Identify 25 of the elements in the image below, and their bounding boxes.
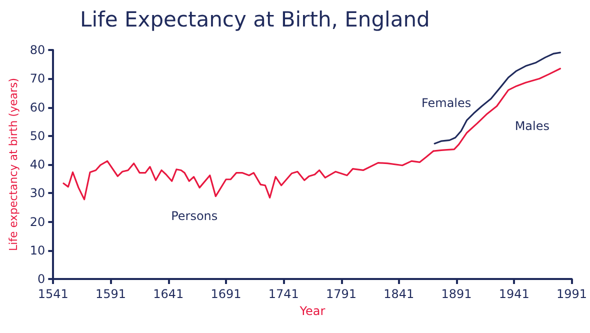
- x-tick-label: 1991: [556, 287, 588, 301]
- x-tick-label: 1741: [268, 287, 299, 301]
- x-tick-label: 1541: [38, 287, 68, 301]
- x-tick-label: 1941: [498, 287, 530, 301]
- series-label: Males: [514, 119, 550, 134]
- y-tick-label: 0: [38, 272, 46, 286]
- x-tick-label: 1841: [384, 287, 414, 301]
- series-label: Persons: [171, 209, 218, 224]
- x-tick-label: 1791: [326, 287, 357, 301]
- y-tick-label: 10: [30, 243, 46, 258]
- x-tick-label: 1591: [96, 287, 126, 301]
- y-tick-label: 80: [30, 43, 46, 57]
- y-tick-label: 20: [30, 214, 46, 229]
- y-tick-label: 60: [30, 100, 46, 114]
- y-tick-label: 50: [30, 128, 46, 143]
- x-tick-label: 1691: [210, 287, 242, 301]
- y-tick-label: 70: [30, 72, 46, 86]
- y-axis-title: Life expectancy at birth (years): [7, 78, 20, 252]
- x-tick-label: 1641: [153, 287, 184, 301]
- series-label: Females: [422, 96, 472, 110]
- x-tick-label: 1891: [441, 287, 472, 301]
- x-axis-title: Year: [298, 304, 326, 318]
- chart-title: Life Expectancy at Birth, England: [80, 8, 430, 32]
- y-tick-label: 40: [30, 158, 46, 172]
- y-tick-label: 30: [30, 186, 46, 200]
